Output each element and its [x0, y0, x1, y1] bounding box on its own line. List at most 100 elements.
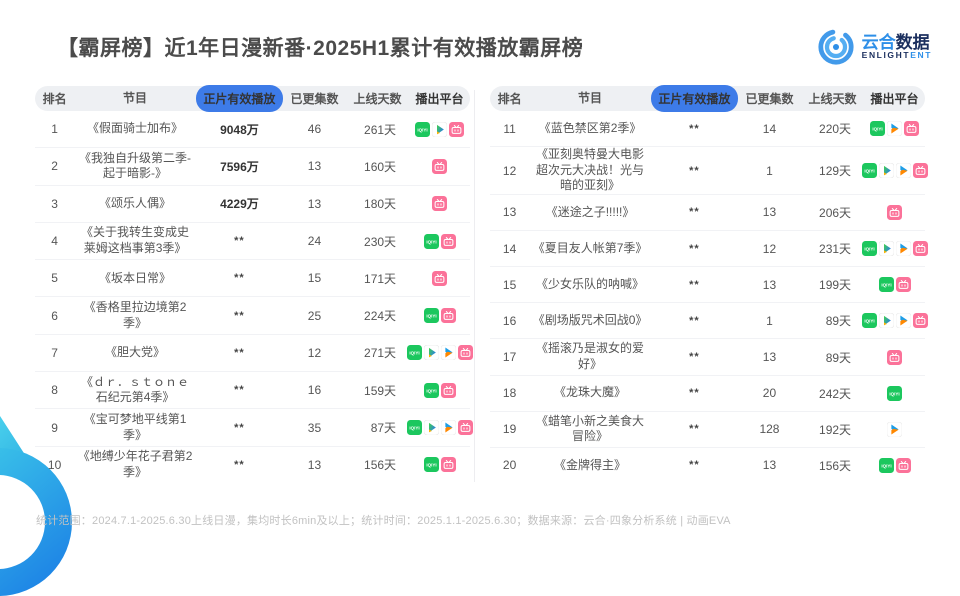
iqiyi-icon: iQIYI [878, 457, 894, 473]
program-title: 《摇滚乃是淑女的爱好》 [536, 341, 645, 372]
svg-text:iQIYI: iQIYI [426, 314, 436, 319]
bilibili-icon [887, 349, 902, 365]
footer-note: 统计范围：2024.7.1-2025.6.30上线日漫，集均时长6min及以上；… [36, 515, 731, 527]
views-cell: ** [689, 314, 700, 327]
table-row: 20 《金牌得主》 ** 13 156天 iQIYI [490, 448, 925, 483]
bilibili-icon [440, 457, 456, 473]
episodes-cell: 14 [762, 121, 777, 136]
views-cell: 7596万 [220, 159, 259, 174]
days-cell: 220天 [819, 122, 852, 137]
views-cell: ** [689, 206, 700, 219]
program-title: 《金牌得主》 [554, 457, 627, 472]
episodes-cell: 25 [307, 308, 322, 323]
platforms-cell: iQIYI [409, 457, 470, 473]
iqiyi-icon: iQIYI [423, 382, 439, 398]
rank-cell: 5 [51, 271, 58, 286]
rank-cell: 16 [502, 313, 517, 328]
iqiyi-icon: iQIYI [415, 121, 430, 137]
rank-cell: 4 [51, 234, 58, 249]
iqiyi-icon: iQIYI [887, 385, 902, 401]
episodes-cell: 13 [307, 196, 322, 211]
program-title: 《假面骑士加布》 [87, 121, 184, 136]
ranking-table-right: 排名 节目 正片有效播放 已更集数 上线天数 播出平台 11 《蓝色禁区第2季》 *… [490, 85, 928, 483]
views-cell: ** [234, 421, 245, 434]
episodes-cell: 46 [307, 122, 322, 137]
table-header: 排名 节目 正片有效播放 已更集数 上线天数 播出平台 [490, 85, 925, 112]
platforms-cell [864, 204, 925, 220]
views-cell: ** [689, 459, 700, 472]
program-title: 《剧场版咒术回战0》 [532, 313, 648, 328]
bilibili-icon [904, 121, 919, 137]
header-views-pill[interactable]: 正片有效播放 [195, 85, 283, 112]
episodes-cell: 20 [762, 386, 777, 401]
bilibili-icon [440, 233, 456, 249]
program-title: 《迷途之子!!!!!》 [545, 204, 635, 219]
header-platforms: 播出平台 [870, 92, 919, 106]
svg-text:iQIYI: iQIYI [426, 388, 436, 393]
platforms-cell [409, 196, 470, 212]
page-title: 【霸屏榜】近1年日漫新番·2025H1累计有效播放霸屏榜 [57, 37, 584, 60]
bilibili-icon [912, 241, 928, 257]
platforms-cell: iQIYI [861, 241, 928, 257]
youku-icon [887, 421, 902, 437]
svg-text:iQIYI: iQIYI [409, 426, 419, 431]
tencent-icon [432, 121, 447, 137]
platforms-cell: iQIYI [409, 233, 470, 249]
svg-text:iQIYI: iQIYI [417, 127, 427, 132]
youku-icon [895, 163, 911, 179]
program-title: 《少女乐队的呐喊》 [536, 276, 645, 291]
views-cell: ** [234, 272, 245, 285]
table-body: 1 《假面骑士加布》 9048万 46 261天 iQIYI 2 《我独自升级第二季-起于暗影… [35, 111, 473, 483]
rank-cell: 11 [503, 121, 516, 136]
bilibili-icon [432, 270, 447, 286]
days-cell: 199天 [819, 278, 852, 293]
iqiyi-icon: iQIYI [870, 121, 885, 137]
iqiyi-icon: iQIYI [406, 345, 422, 361]
enlightent-logo-icon [818, 29, 854, 65]
enlightent-logo: 云合数据 ENLIGHTENT [817, 28, 932, 66]
table-row: 4 《关于我转生变成史莱姆这档事第3季》 ** 24 230天 iQIYI [35, 223, 470, 261]
logo-en-part1: ENLIGHT [861, 50, 911, 61]
views-cell: ** [234, 235, 245, 248]
episodes-cell: 13 [762, 205, 777, 220]
iqiyi-icon: iQIYI [861, 313, 877, 329]
platforms-cell: iQIYI [409, 308, 470, 324]
tencent-icon [878, 241, 894, 257]
ranking-tables: 排名 节目 正片有效播放 已更集数 上线天数 播出平台 1 《假面骑士加布》 904… [35, 85, 928, 483]
views-cell: ** [689, 387, 700, 400]
platforms-cell: iQIYI [864, 385, 925, 401]
iqiyi-icon: iQIYI [861, 241, 877, 257]
views-cell: ** [689, 122, 700, 135]
header-days: 上线天数 [808, 92, 857, 106]
table-row: 6 《香格里拉边境第2季》 ** 25 224天 iQIYI [35, 297, 470, 335]
bilibili-icon [457, 345, 473, 361]
bilibili-icon [912, 163, 928, 179]
episodes-cell: 16 [307, 383, 322, 398]
views-cell: ** [234, 346, 245, 359]
header-views-pill[interactable]: 正片有效播放 [650, 85, 738, 112]
program-title: 《香格里拉边境第2季》 [83, 300, 187, 330]
days-cell: 159天 [364, 383, 397, 398]
platforms-cell [864, 349, 925, 365]
logo-en-part2: ENT [910, 50, 932, 61]
rank-cell: 19 [502, 422, 517, 437]
days-cell: 160天 [364, 159, 397, 174]
youku-icon [887, 121, 902, 137]
svg-text:iQIYI: iQIYI [864, 247, 874, 252]
bilibili-icon [895, 277, 911, 293]
rank-cell: 14 [502, 241, 517, 256]
platforms-cell: iQIYI [406, 420, 473, 436]
tencent-icon [423, 345, 439, 361]
days-cell: 156天 [364, 458, 397, 473]
bilibili-icon [440, 382, 456, 398]
table-row: 1 《假面骑士加布》 9048万 46 261天 iQIYI [35, 111, 470, 149]
episodes-cell: 1 [766, 163, 773, 178]
svg-text:iQIYI: iQIYI [881, 283, 891, 288]
views-cell: ** [234, 309, 245, 322]
program-title: 《关于我转生变成史莱姆这档事第3季》 [81, 225, 190, 256]
table-row: 12 《亚刻奥特曼大电影超次元大决战！光与暗的亚刻》 ** 1 129天 iQIYI [490, 147, 928, 195]
episodes-cell: 1 [766, 313, 773, 328]
iqiyi-icon: iQIYI [423, 233, 439, 249]
bilibili-icon [440, 308, 456, 324]
bilibili-icon [449, 121, 464, 137]
